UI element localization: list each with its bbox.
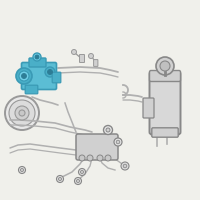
Circle shape [87,155,93,161]
Circle shape [105,155,111,161]
Circle shape [9,100,35,126]
Circle shape [5,96,39,130]
Circle shape [33,53,41,61]
Circle shape [16,68,32,84]
Circle shape [106,128,110,132]
FancyBboxPatch shape [143,98,154,118]
Circle shape [76,180,80,182]
Circle shape [18,166,26,173]
FancyBboxPatch shape [52,72,61,83]
Circle shape [88,53,94,58]
FancyBboxPatch shape [152,128,178,137]
FancyBboxPatch shape [80,54,84,62]
Circle shape [58,178,62,180]
Circle shape [45,67,55,77]
FancyBboxPatch shape [150,71,180,82]
Circle shape [35,55,39,59]
FancyBboxPatch shape [22,62,57,90]
Circle shape [19,110,25,116]
Circle shape [79,155,85,161]
Circle shape [121,162,129,170]
Circle shape [80,170,84,173]
Circle shape [19,71,29,81]
FancyBboxPatch shape [150,72,180,134]
Circle shape [114,138,122,146]
Circle shape [57,176,64,182]
Circle shape [21,168,24,171]
Circle shape [123,164,127,168]
Circle shape [156,57,174,75]
Circle shape [15,106,29,120]
FancyBboxPatch shape [94,60,98,66]
Circle shape [22,73,26,78]
Circle shape [78,168,86,176]
FancyBboxPatch shape [25,85,38,94]
Circle shape [74,178,82,184]
FancyBboxPatch shape [76,134,118,160]
Circle shape [97,155,103,161]
Circle shape [116,140,120,144]
FancyBboxPatch shape [29,58,46,67]
Circle shape [104,126,112,134]
Circle shape [160,61,170,71]
Circle shape [48,70,52,74]
Circle shape [72,49,76,54]
